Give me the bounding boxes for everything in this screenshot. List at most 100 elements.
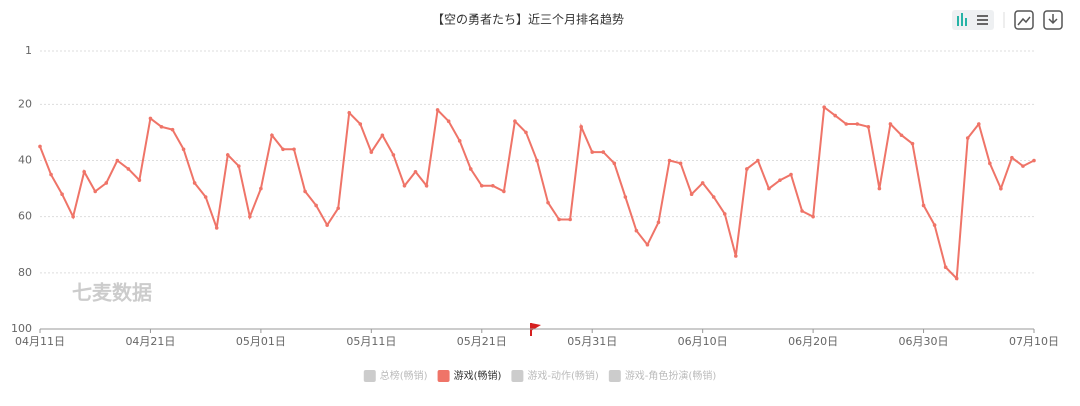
data-point <box>292 147 296 152</box>
data-point <box>303 189 307 194</box>
data-point <box>1021 164 1025 168</box>
data-point <box>170 127 175 132</box>
data-point <box>192 181 197 185</box>
data-point <box>767 186 771 191</box>
data-point <box>888 122 893 126</box>
data-point <box>844 122 849 126</box>
data-point <box>800 209 804 213</box>
y-tick-label: 60 <box>18 210 32 223</box>
data-point <box>822 105 826 109</box>
data-point <box>910 141 915 146</box>
data-point <box>270 133 274 138</box>
data-point <box>535 158 539 163</box>
x-tick-label: 05月01日 <box>236 335 286 348</box>
data-point <box>380 133 385 138</box>
legend-label[interactable]: 游戏-角色扮演(畅销) <box>625 369 717 382</box>
data-point <box>866 125 871 129</box>
x-tick-label: 06月20日 <box>788 335 838 348</box>
data-point <box>82 169 86 174</box>
data-point <box>833 113 837 118</box>
y-tick-label: 100 <box>11 322 32 335</box>
data-point <box>965 136 970 140</box>
data-point <box>402 183 407 188</box>
data-point <box>126 167 131 171</box>
x-tick-label: 04月11日 <box>15 335 65 348</box>
data-point <box>314 203 318 208</box>
data-point <box>1032 158 1036 163</box>
legend-label[interactable]: 游戏(畅销) <box>454 369 502 382</box>
watermark: 七麦数据 <box>72 281 152 305</box>
data-point <box>71 214 75 219</box>
data-point <box>601 150 606 154</box>
data-point <box>943 265 948 270</box>
data-point <box>568 217 572 222</box>
data-point <box>921 203 926 208</box>
data-point <box>137 178 142 182</box>
data-point <box>590 150 595 154</box>
data-point <box>49 172 53 177</box>
y-tick-label: 80 <box>18 266 32 279</box>
data-point <box>369 150 374 154</box>
data-point <box>468 167 473 171</box>
toolbar <box>952 10 1063 30</box>
data-point <box>689 192 694 197</box>
chart-title: 【空の勇者たち】近三个月排名趋势 <box>432 12 624 27</box>
data-point <box>524 130 528 135</box>
legend-swatch <box>363 370 376 382</box>
data-point <box>336 206 341 211</box>
data-point <box>358 122 363 126</box>
data-point <box>999 186 1003 191</box>
save-image-button[interactable] <box>1014 10 1034 30</box>
data-point <box>678 161 683 166</box>
x-tick-label: 05月11日 <box>346 335 396 348</box>
data-point <box>248 214 252 219</box>
data-point <box>93 189 98 194</box>
data-point <box>634 228 639 233</box>
data-point <box>557 217 561 222</box>
data-point <box>391 153 396 157</box>
data-point <box>457 139 462 143</box>
series-line <box>39 105 1035 281</box>
legend-label[interactable]: 总榜(畅销) <box>380 369 428 382</box>
download-button[interactable] <box>1043 10 1063 30</box>
data-point <box>214 226 219 230</box>
x-tick-label: 04月21日 <box>125 335 175 348</box>
data-point <box>656 220 661 225</box>
data-point <box>711 195 716 199</box>
legend: 总榜(畅销) 游戏(畅销) 游戏-动作(畅销) 游戏-角色扮演(畅销) <box>363 369 717 382</box>
data-point <box>899 133 904 138</box>
data-point <box>181 147 186 152</box>
data-point <box>988 161 992 166</box>
data-point <box>877 186 882 191</box>
legend-swatch <box>511 370 524 382</box>
data-point <box>60 192 64 197</box>
data-point <box>855 122 860 126</box>
data-point <box>159 125 164 129</box>
data-point <box>700 181 705 185</box>
data-point <box>745 167 749 171</box>
data-point <box>237 164 241 168</box>
data-point <box>479 183 484 188</box>
data-point <box>778 178 782 182</box>
data-point <box>259 186 263 191</box>
legend-label[interactable]: 游戏-动作(畅销) <box>527 369 599 382</box>
y-tick-label: 20 <box>18 97 32 110</box>
data-point <box>325 223 329 227</box>
data-point <box>645 242 650 247</box>
data-point <box>811 214 815 219</box>
data-point <box>115 158 120 163</box>
data-point <box>104 181 109 185</box>
data-point <box>502 189 506 194</box>
data-point <box>612 161 617 166</box>
legend-swatch <box>608 370 621 382</box>
data-point <box>513 119 517 124</box>
data-point <box>722 212 727 216</box>
data-point <box>446 119 451 124</box>
data-point <box>756 158 760 163</box>
legend-swatch <box>437 370 450 382</box>
data-point <box>976 122 981 126</box>
data-point <box>1010 155 1014 160</box>
data-point <box>435 108 440 112</box>
data-point <box>281 147 285 152</box>
data-point <box>734 254 738 258</box>
